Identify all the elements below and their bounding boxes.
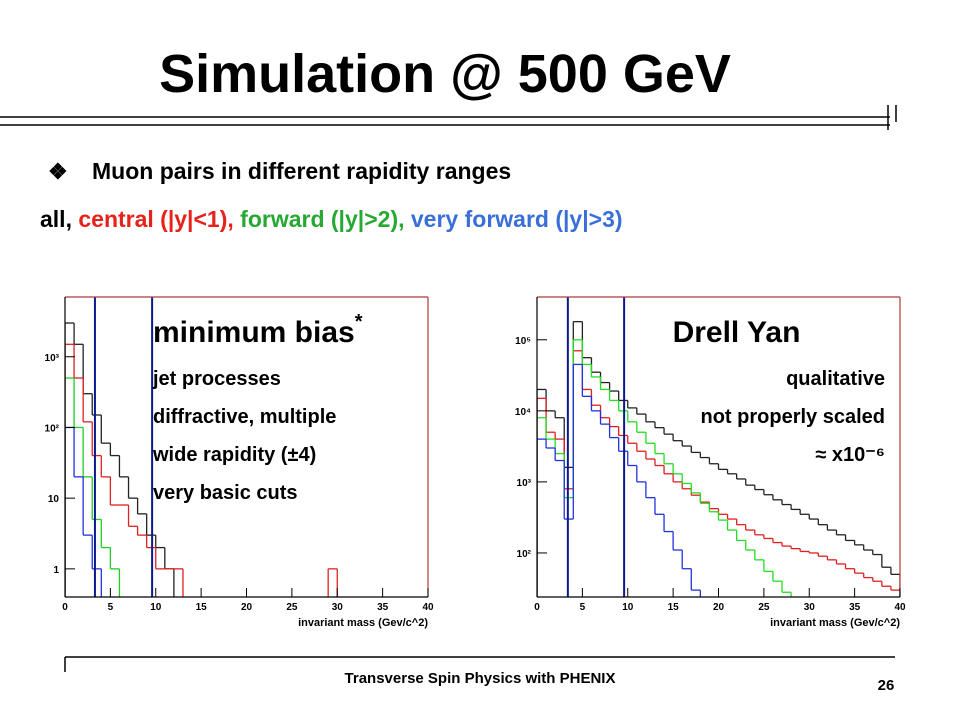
x-tick-label: 15 — [668, 602, 680, 613]
plot-area — [537, 320, 900, 597]
x-tick-label: 30 — [332, 602, 344, 613]
x-tick-label: 20 — [713, 602, 725, 613]
x-tick-label: 0 — [62, 602, 68, 613]
ranges-line: all, central (|y|<1), forward (|y|>2), v… — [40, 206, 623, 232]
chart-heading: minimum bias* — [153, 311, 363, 349]
bullet-icon: ❖ — [48, 159, 68, 184]
chart-heading: Drell Yan — [673, 316, 801, 349]
heading-text: minimum bias — [153, 316, 355, 349]
x-tick-label: 25 — [286, 602, 298, 613]
chart-note: wide rapidity (±4) — [152, 444, 316, 466]
y-tick-label: 10 — [48, 494, 60, 505]
slide-title: Simulation @ 500 GeV — [159, 44, 731, 104]
x-tick-label: 35 — [377, 602, 389, 613]
x-tick-label: 40 — [422, 602, 434, 613]
plot-area — [65, 322, 338, 597]
x-tick-label: 10 — [150, 602, 162, 613]
x-tick-label: 35 — [849, 602, 861, 613]
y-tick-label: 10⁵ — [515, 336, 531, 347]
x-tick-label: 40 — [894, 602, 906, 613]
x-axis-label: invariant mass (Gev/c^2) — [770, 617, 900, 629]
y-tick-label: 10² — [517, 549, 532, 560]
x-tick-label: 5 — [108, 602, 114, 613]
y-tick-label: 10⁴ — [515, 407, 531, 418]
range-text: all, — [40, 206, 78, 232]
x-tick-label: 25 — [758, 602, 770, 613]
range-text: central (|y|<1), — [78, 206, 240, 232]
x-tick-label: 20 — [241, 602, 253, 613]
x-tick-label: 0 — [534, 602, 540, 613]
x-tick-label: 15 — [196, 602, 208, 613]
chart-note: diffractive, multiple — [153, 406, 336, 428]
y-tick-label: 1 — [53, 565, 59, 576]
range-text: very forward (|y|>3) — [411, 206, 623, 232]
chart-note: jet processes — [152, 368, 281, 390]
chart-note: ≈ x10⁻⁶ — [815, 444, 885, 466]
y-tick-label: 10² — [45, 423, 60, 434]
x-tick-label: 30 — [804, 602, 816, 613]
chart-note: very basic cuts — [153, 482, 298, 504]
x-tick-label: 10 — [622, 602, 634, 613]
page-number: 26 — [878, 677, 895, 694]
x-axis-label: invariant mass (Gev/c^2) — [298, 617, 428, 629]
y-tick-label: 10³ — [517, 478, 532, 489]
range-text: forward (|y|>2), — [240, 206, 411, 232]
x-tick-label: 5 — [580, 602, 586, 613]
bullet-text: Muon pairs in different rapidity ranges — [92, 158, 511, 184]
chart-note: qualitative — [786, 368, 885, 390]
heading-text: Drell Yan — [673, 316, 801, 349]
heading-sup: * — [355, 311, 363, 333]
chart-note: not properly scaled — [701, 406, 886, 428]
y-tick-label: 10³ — [45, 353, 60, 364]
footer-text: Transverse Spin Physics with PHENIX — [345, 670, 616, 687]
